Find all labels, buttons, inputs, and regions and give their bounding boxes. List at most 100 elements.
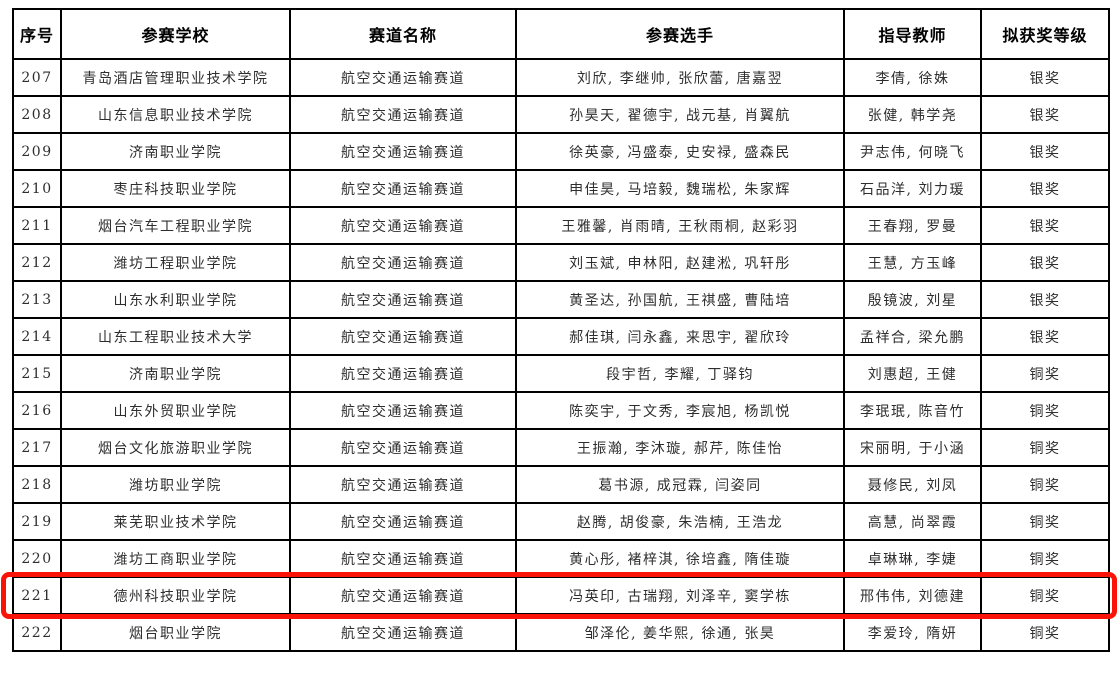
cell-teachers: 孟祥合, 梁允鹏 <box>843 317 982 356</box>
cell-teachers: 张健, 韩学尧 <box>843 95 982 134</box>
cell-award: 铜奖 <box>980 354 1110 393</box>
cell-teachers: 殷镜波, 刘星 <box>843 280 982 319</box>
cell-index: 213 <box>12 280 62 319</box>
cell-teachers: 王春翔, 罗曼 <box>843 206 982 245</box>
table-row: 215 济南职业学院 航空交通运输赛道 段宇哲, 李耀, 丁驿钧 刘惠超, 王健… <box>12 354 1110 393</box>
cell-award: 铜奖 <box>980 539 1110 578</box>
cell-index: 210 <box>12 169 62 208</box>
results-table-body: 207 青岛酒店管理职业技术学院 航空交通运输赛道 刘欣, 李继帅, 张欣蕾, … <box>12 58 1110 652</box>
cell-track: 航空交通运输赛道 <box>289 132 517 171</box>
cell-award: 银奖 <box>980 169 1110 208</box>
cell-school: 山东信息职业技术学院 <box>60 95 291 134</box>
cell-players: 黄心彤, 褚梓淇, 徐培鑫, 隋佳璇 <box>515 539 845 578</box>
cell-award: 银奖 <box>980 95 1110 134</box>
cell-school: 潍坊职业学院 <box>60 465 291 504</box>
cell-teachers: 邢伟伟, 刘德建 <box>843 576 982 615</box>
cell-school: 济南职业学院 <box>60 354 291 393</box>
col-header-track: 赛道名称 <box>289 8 517 60</box>
cell-school: 烟台职业学院 <box>60 613 291 652</box>
results-table: 序号 参赛学校 赛道名称 参赛选手 指导教师 拟获奖等级 207 青岛酒店管理职… <box>12 8 1110 652</box>
cell-teachers: 尹志伟, 何晓飞 <box>843 132 982 171</box>
cell-school: 潍坊工商职业学院 <box>60 539 291 578</box>
cell-school: 山东外贸职业学院 <box>60 391 291 430</box>
cell-players: 葛书源, 成冠霖, 闫姿同 <box>515 465 845 504</box>
cell-teachers: 李珉珉, 陈音竹 <box>843 391 982 430</box>
col-header-school: 参赛学校 <box>60 8 291 60</box>
table-row: 216 山东外贸职业学院 航空交通运输赛道 陈奕宇, 于文秀, 李宸旭, 杨凯悦… <box>12 391 1110 430</box>
cell-players: 冯英印, 古瑞翔, 刘泽辛, 窦学栋 <box>515 576 845 615</box>
cell-index: 216 <box>12 391 62 430</box>
col-header-index: 序号 <box>12 8 62 60</box>
table-row: 208 山东信息职业技术学院 航空交通运输赛道 孙昊天, 翟德宇, 战元基, 肖… <box>12 95 1110 134</box>
cell-players: 刘欣, 李继帅, 张欣蕾, 唐嘉翌 <box>515 58 845 97</box>
cell-school: 烟台汽车工程职业学院 <box>60 206 291 245</box>
cell-players: 段宇哲, 李耀, 丁驿钧 <box>515 354 845 393</box>
cell-school: 潍坊工程职业学院 <box>60 243 291 282</box>
cell-index: 215 <box>12 354 62 393</box>
cell-teachers: 李爱玲, 隋妍 <box>843 613 982 652</box>
cell-index: 221 <box>12 576 62 615</box>
cell-teachers: 石品洋, 刘力瑗 <box>843 169 982 208</box>
cell-school: 青岛酒店管理职业技术学院 <box>60 58 291 97</box>
cell-award: 银奖 <box>980 317 1110 356</box>
cell-players: 孙昊天, 翟德宇, 战元基, 肖翼航 <box>515 95 845 134</box>
cell-players: 黄圣达, 孙国航, 王祺盛, 曹陆培 <box>515 280 845 319</box>
cell-track: 航空交通运输赛道 <box>289 354 517 393</box>
header-row: 序号 参赛学校 赛道名称 参赛选手 指导教师 拟获奖等级 <box>12 8 1110 60</box>
cell-players: 郝佳琪, 闫永鑫, 来思宇, 翟欣玲 <box>515 317 845 356</box>
cell-track: 航空交通运输赛道 <box>289 391 517 430</box>
cell-index: 217 <box>12 428 62 467</box>
cell-award: 银奖 <box>980 280 1110 319</box>
cell-index: 207 <box>12 58 62 97</box>
cell-track: 航空交通运输赛道 <box>289 502 517 541</box>
cell-teachers: 刘惠超, 王健 <box>843 354 982 393</box>
table-row: 222 烟台职业学院 航空交通运输赛道 邹泽伦, 姜华熙, 徐通, 张昊 李爱玲… <box>12 613 1110 652</box>
cell-track: 航空交通运输赛道 <box>289 465 517 504</box>
table-row: 218 潍坊职业学院 航空交通运输赛道 葛书源, 成冠霖, 闫姿同 聂修民, 刘… <box>12 465 1110 504</box>
cell-track: 航空交通运输赛道 <box>289 58 517 97</box>
table-row: 220 潍坊工商职业学院 航空交通运输赛道 黄心彤, 褚梓淇, 徐培鑫, 隋佳璇… <box>12 539 1110 578</box>
table-row: 219 莱芜职业技术学院 航空交通运输赛道 赵腾, 胡俊豪, 朱浩楠, 王浩龙 … <box>12 502 1110 541</box>
cell-track: 航空交通运输赛道 <box>289 539 517 578</box>
cell-index: 222 <box>12 613 62 652</box>
cell-players: 王振瀚, 李沐璇, 郝芹, 陈佳怡 <box>515 428 845 467</box>
cell-index: 214 <box>12 317 62 356</box>
cell-players: 陈奕宇, 于文秀, 李宸旭, 杨凯悦 <box>515 391 845 430</box>
cell-index: 219 <box>12 502 62 541</box>
cell-award: 银奖 <box>980 243 1110 282</box>
cell-track: 航空交通运输赛道 <box>289 576 517 615</box>
cell-school: 烟台文化旅游职业学院 <box>60 428 291 467</box>
cell-index: 218 <box>12 465 62 504</box>
cell-track: 航空交通运输赛道 <box>289 317 517 356</box>
cell-track: 航空交通运输赛道 <box>289 169 517 208</box>
cell-school: 莱芜职业技术学院 <box>60 502 291 541</box>
cell-players: 申佳昊, 马培毅, 魏瑞松, 朱家辉 <box>515 169 845 208</box>
cell-teachers: 卓琳琳, 李婕 <box>843 539 982 578</box>
col-header-award: 拟获奖等级 <box>980 8 1110 60</box>
table-row: 211 烟台汽车工程职业学院 航空交通运输赛道 王雅馨, 肖雨晴, 王秋雨桐, … <box>12 206 1110 245</box>
table-header: 序号 参赛学校 赛道名称 参赛选手 指导教师 拟获奖等级 <box>12 8 1110 60</box>
cell-players: 徐英豪, 冯盛泰, 史安禄, 盛森民 <box>515 132 845 171</box>
cell-school: 山东工程职业技术大学 <box>60 317 291 356</box>
cell-teachers: 王慧, 方玉峰 <box>843 243 982 282</box>
table-row: 217 烟台文化旅游职业学院 航空交通运输赛道 王振瀚, 李沐璇, 郝芹, 陈佳… <box>12 428 1110 467</box>
cell-track: 航空交通运输赛道 <box>289 280 517 319</box>
col-header-players: 参赛选手 <box>515 8 845 60</box>
cell-index: 211 <box>12 206 62 245</box>
cell-track: 航空交通运输赛道 <box>289 243 517 282</box>
cell-track: 航空交通运输赛道 <box>289 206 517 245</box>
cell-teachers: 李倩, 徐姝 <box>843 58 982 97</box>
cell-players: 刘玉斌, 申林阳, 赵建淞, 巩轩彤 <box>515 243 845 282</box>
table-row: 212 潍坊工程职业学院 航空交通运输赛道 刘玉斌, 申林阳, 赵建淞, 巩轩彤… <box>12 243 1110 282</box>
cell-teachers: 聂修民, 刘凤 <box>843 465 982 504</box>
cell-players: 邹泽伦, 姜华熙, 徐通, 张昊 <box>515 613 845 652</box>
cell-award: 银奖 <box>980 132 1110 171</box>
cell-award: 铜奖 <box>980 502 1110 541</box>
cell-school: 济南职业学院 <box>60 132 291 171</box>
cell-players: 赵腾, 胡俊豪, 朱浩楠, 王浩龙 <box>515 502 845 541</box>
table-row: 207 青岛酒店管理职业技术学院 航空交通运输赛道 刘欣, 李继帅, 张欣蕾, … <box>12 58 1110 97</box>
cell-award: 银奖 <box>980 58 1110 97</box>
cell-track: 航空交通运输赛道 <box>289 428 517 467</box>
col-header-teachers: 指导教师 <box>843 8 982 60</box>
